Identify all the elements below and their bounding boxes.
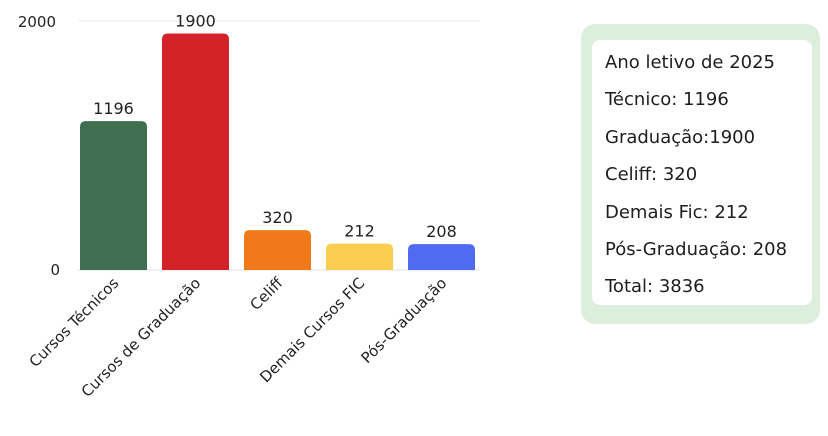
x-tick-label-cursos-tecnicos: Cursos Técnicos	[26, 274, 123, 371]
data-label-demais-cursos-fic: 212	[344, 222, 375, 241]
x-tick-label-pos-graduacao: Pós-Graduação	[357, 274, 450, 367]
x-tick-label-celiff: Celiff	[246, 274, 286, 314]
info-line-tecnico: Técnico: 1196	[605, 89, 729, 110]
bar-demais-cursos-fic	[326, 243, 393, 270]
bar-celiff	[244, 230, 311, 270]
info-line-total: Total: 3836	[605, 276, 705, 297]
bar-cursos-tecnicos	[80, 121, 147, 271]
data-label-cursos-tecnicos: 1196	[93, 99, 134, 118]
bar-cursos-de-graduacao	[162, 33, 229, 271]
info-line-year: Ano letivo de 2025	[605, 52, 776, 73]
y-tick-label-max: 2000	[18, 13, 56, 31]
info-line-celiff: Celiff: 320	[605, 164, 698, 185]
info-line-pos-graduacao: Pós-Graduação: 208	[605, 239, 788, 260]
info-line-demais-fic: Demais Fic: 212	[605, 202, 749, 223]
data-label-pos-graduacao: 208	[426, 222, 457, 241]
y-tick-label-zero: 0	[50, 261, 60, 279]
bar-pos-graduacao	[408, 244, 475, 270]
data-label-cursos-de-graduacao: 1900	[175, 11, 216, 30]
data-label-celiff: 320	[262, 208, 293, 227]
info-line-graduacao: Graduação:1900	[605, 127, 756, 148]
info-panel-card	[592, 40, 812, 305]
